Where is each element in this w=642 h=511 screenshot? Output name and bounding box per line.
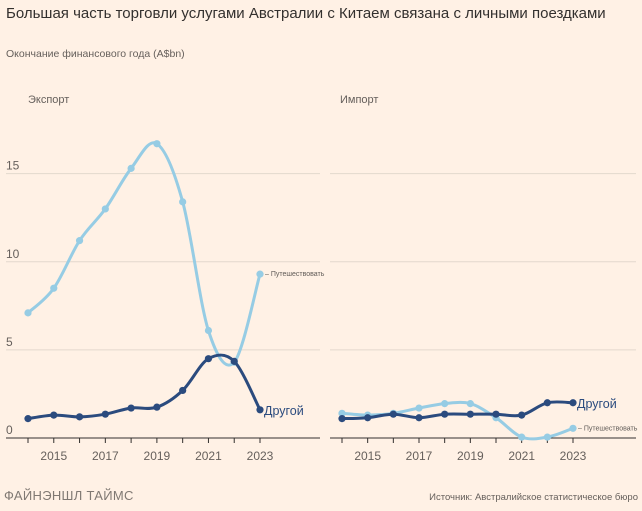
chart-title: Большая часть торговли услугами Австрали… [6,5,606,22]
data-point [204,326,213,335]
x-tick-label: 2023 [560,449,587,463]
source-note: Источник: Австралийское статистическое б… [429,492,638,503]
x-tick-label: 2021 [508,449,535,463]
y-tick-label: 15 [6,159,20,173]
data-point [256,270,264,278]
data-point [441,400,449,408]
data-point [24,415,32,423]
x-tick-label: 2015 [40,449,67,463]
x-tick-label: 2017 [406,449,433,463]
data-point [75,237,84,245]
panel-title-export: Экспорт [28,94,69,106]
data-point [50,411,58,419]
series-line-other [340,400,575,421]
data-point [389,410,397,418]
data-point [415,404,423,412]
data-point [338,409,346,417]
series-label-other: Другой [577,397,617,411]
x-tick-label: 2015 [354,449,381,463]
x-tick-label: 2017 [92,449,119,463]
data-point [569,424,577,432]
x-tick-label: 2019 [457,449,484,463]
series-line-travel [26,141,262,367]
series-line-other [26,353,262,421]
data-point [543,399,551,407]
series-label-travel: – Путешествовать [578,425,638,432]
series-label-travel: – Путешествовать [265,271,325,278]
x-tick-label: 2019 [144,449,171,463]
data-point [492,410,500,418]
data-point [256,406,264,414]
data-point [127,164,135,172]
data-point [127,404,135,412]
data-point [364,414,372,422]
series-label-other: Другой [264,404,304,418]
x-tick-label: 2021 [195,449,222,463]
data-point [415,414,423,422]
data-point [230,357,238,365]
data-point [101,205,109,213]
data-point [24,309,32,317]
data-point [466,400,474,408]
data-point [518,433,526,441]
data-point [441,410,449,418]
chart-panel-export: Экспорт 0 5 10 15 2015 2017 2019 2021 2023 – Путеш… [6,94,325,463]
data-point [153,140,161,148]
data-point [204,355,213,363]
data-point [179,198,187,206]
x-tick-label: 2023 [247,449,274,463]
data-point [101,410,109,418]
chart-panel-import: Импорт 2015 2017 2019 2021 2023 – Путешествова… [330,94,638,463]
data-point [153,403,161,411]
data-point [50,284,58,292]
data-point [518,411,526,419]
line-charts: Экспорт 0 5 10 15 2015 2017 2019 2021 2023 – Путеш… [6,94,638,463]
data-point [179,386,187,395]
data-point [338,415,346,423]
brand-logo-text: ФАЙНЭНШЛ ТАЙМС [4,488,134,503]
y-tick-label: 5 [6,335,13,349]
chart-subtitle: Окончание финансового года (A$bn) [6,48,185,60]
data-point [75,413,84,421]
data-point [466,410,474,418]
y-tick-label: 0 [6,423,13,437]
data-point [543,433,551,441]
data-point [569,399,577,407]
y-tick-label: 10 [6,247,20,261]
panel-title-import: Импорт [340,94,378,106]
